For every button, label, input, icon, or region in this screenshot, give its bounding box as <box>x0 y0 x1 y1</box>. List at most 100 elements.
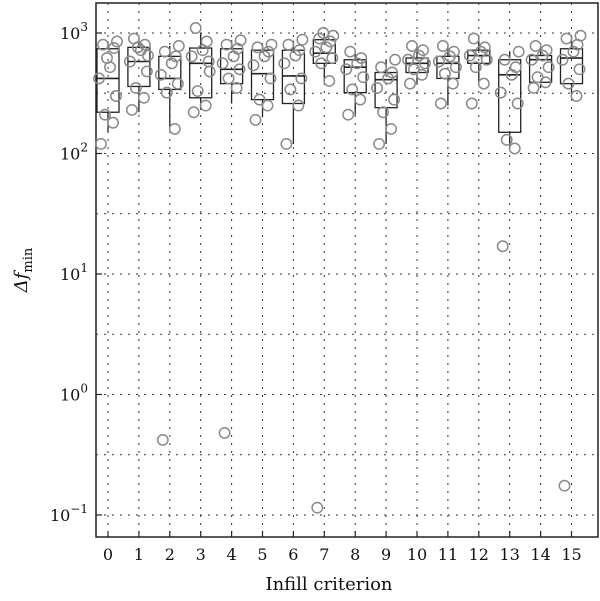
data-point <box>264 72 277 85</box>
data-point <box>508 142 521 155</box>
x-tick-label: 0 <box>103 545 113 564</box>
data-point <box>371 81 384 94</box>
data-point <box>284 83 297 96</box>
data-point <box>315 57 328 70</box>
plot-area <box>95 2 599 538</box>
x-tick-label: 6 <box>288 545 298 564</box>
svg-text:Δfmin: Δfmin <box>11 247 36 293</box>
x-tick-label: 7 <box>319 545 329 564</box>
x-tick-label: 2 <box>165 545 175 564</box>
data-point <box>342 108 355 121</box>
data-point <box>158 45 171 58</box>
data-point <box>417 44 429 57</box>
data-point <box>107 116 119 129</box>
x-tick-label: 9 <box>381 545 391 564</box>
data-point <box>200 35 213 48</box>
data-point <box>525 53 538 66</box>
data-point <box>388 93 401 106</box>
x-tick-label: 13 <box>500 545 520 564</box>
data-point <box>187 106 200 119</box>
data-point <box>265 38 278 51</box>
y-tick-label: 100 <box>60 382 88 405</box>
x-tick-label: 10 <box>407 545 427 564</box>
data-point <box>389 53 402 66</box>
data-point <box>320 41 333 54</box>
data-point <box>340 63 353 76</box>
data-point <box>111 35 123 48</box>
y-tick-label: 10−1 <box>50 502 88 525</box>
data-point <box>560 32 573 45</box>
data-point <box>131 41 144 54</box>
data-point <box>280 138 293 150</box>
data-point <box>231 42 244 55</box>
points-layer <box>93 22 587 514</box>
box <box>158 55 182 91</box>
data-point <box>419 57 431 70</box>
y-axis-title: Δfmin <box>11 247 36 293</box>
data-point <box>110 90 122 102</box>
x-tick-label: 3 <box>196 545 206 564</box>
y-tick-label: 102 <box>60 141 88 164</box>
data-point <box>558 479 571 492</box>
data-point <box>432 55 445 68</box>
data-point <box>129 81 142 94</box>
data-point <box>282 38 295 51</box>
data-point <box>140 65 153 78</box>
data-point <box>354 93 367 106</box>
data-point <box>123 55 136 68</box>
data-point <box>540 44 553 57</box>
data-point <box>375 61 388 74</box>
data-point <box>324 35 337 48</box>
data-point <box>385 122 398 135</box>
data-point <box>355 52 368 64</box>
data-point <box>573 63 586 76</box>
data-point <box>93 72 105 85</box>
data-point <box>449 61 462 74</box>
data-point <box>574 29 587 42</box>
data-point <box>346 83 359 96</box>
data-point <box>512 45 525 58</box>
data-point <box>447 45 460 58</box>
y-axis-title-main: Δf <box>11 269 32 293</box>
data-point <box>230 81 243 94</box>
data-point <box>377 106 390 119</box>
data-point <box>511 97 524 110</box>
x-tick-label: 8 <box>350 545 360 564</box>
data-point <box>323 75 336 87</box>
x-tick-label: 14 <box>530 545 550 564</box>
data-point <box>199 99 212 112</box>
data-point <box>311 501 324 514</box>
data-point <box>357 71 370 84</box>
data-point <box>261 99 274 112</box>
data-point <box>222 72 235 85</box>
data-point <box>295 72 308 85</box>
box <box>96 48 120 113</box>
data-point <box>138 38 151 51</box>
data-point <box>496 240 509 253</box>
data-point <box>562 77 575 90</box>
data-point <box>156 433 169 446</box>
data-point <box>165 57 178 70</box>
data-point <box>416 68 428 81</box>
data-point <box>97 38 109 51</box>
data-point <box>191 85 204 97</box>
data-point <box>465 97 478 110</box>
data-point <box>402 53 414 66</box>
data-point <box>218 426 231 439</box>
data-point <box>95 138 107 150</box>
data-point <box>469 61 482 74</box>
x-axis-ticks: 0 1 2 3 4 5 6 7 8 9 10 11 12 13 14 15 <box>103 531 582 564</box>
data-point <box>494 86 507 99</box>
x-axis-title: Infill criterion <box>265 574 392 595</box>
data-point <box>467 32 480 45</box>
data-point <box>233 63 246 76</box>
data-point <box>216 57 229 70</box>
data-point <box>296 33 309 46</box>
data-point <box>406 40 418 52</box>
data-point <box>141 49 154 62</box>
data-point <box>382 72 395 85</box>
data-point <box>404 77 416 90</box>
data-point <box>278 57 291 70</box>
data-point <box>234 34 247 47</box>
x-tick-label: 5 <box>257 545 267 564</box>
